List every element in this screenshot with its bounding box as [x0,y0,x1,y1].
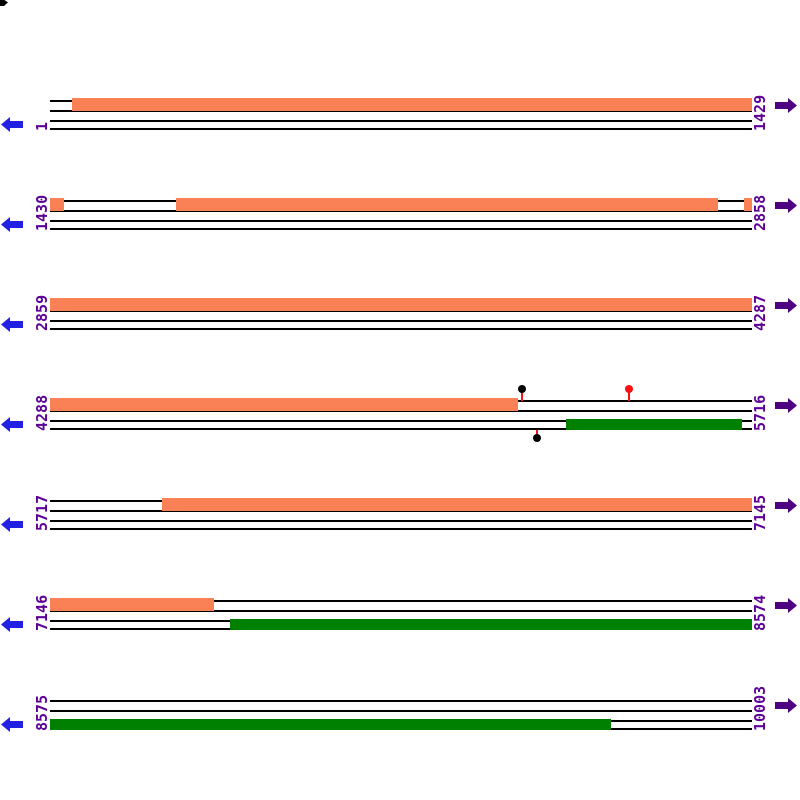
strand-line [50,220,752,222]
strand-line [50,410,752,412]
marker-dot[interactable] [517,385,526,393]
scroll-left-icon[interactable] [1,617,23,632]
segment-start-coordinate: 7146 [33,594,51,631]
forward-feature-segment[interactable] [71,98,752,111]
sequence-track [50,198,752,230]
scroll-right-icon[interactable] [775,398,797,413]
segment-start-coordinate: 8575 [33,694,51,731]
segment-end-coordinate: 2858 [751,194,769,231]
strand-line [50,210,752,212]
segment-start-coordinate: 2859 [33,294,51,331]
forward-feature-segment[interactable] [50,398,519,411]
scroll-right-icon[interactable] [775,298,797,313]
sequence-track [50,385,752,442]
marker-dot[interactable] [533,434,542,442]
forward-feature-segment[interactable] [175,198,719,211]
segment-end-coordinate: 1429 [751,94,769,131]
strand-line [50,320,752,322]
strand-line [50,710,752,712]
marker-stem [520,392,523,401]
segment-start-coordinate: 1 [33,121,51,131]
strand-line [50,128,752,130]
strand-line [50,510,752,512]
segment-end-coordinate: 10003 [751,685,769,731]
forward-feature-segment[interactable] [50,598,215,611]
sequence-track [50,98,752,130]
strand-line [50,110,752,112]
segment-start-coordinate: 1430 [33,194,51,231]
strand-line [50,528,752,530]
cursor-fragment [0,0,8,6]
forward-feature-segment[interactable] [50,298,752,311]
segment-end-coordinate: 8574 [751,594,769,631]
reverse-feature-segment[interactable] [50,719,611,730]
sequence-track [50,598,752,630]
strand-line [50,700,752,702]
strand-line [50,310,752,312]
scroll-right-icon[interactable] [775,98,797,113]
marker-stem [536,430,539,437]
reverse-feature-segment[interactable] [565,419,743,430]
segment-end-coordinate: 4287 [751,294,769,331]
scroll-right-icon[interactable] [775,198,797,213]
strand-line [50,428,752,430]
marker-dot[interactable] [625,385,634,393]
sequence-track [50,298,752,330]
scroll-left-icon[interactable] [1,717,23,732]
scroll-left-icon[interactable] [1,417,23,432]
segment-end-coordinate: 5716 [751,394,769,431]
strand-line [50,328,752,330]
marker-stem [628,392,631,401]
sequence-track [50,700,752,730]
sequence-track [50,498,752,530]
scroll-left-icon[interactable] [1,117,23,132]
strand-line [50,420,752,422]
reverse-feature-segment[interactable] [229,619,752,630]
scroll-right-icon[interactable] [775,498,797,513]
scroll-right-icon[interactable] [775,598,797,613]
segment-start-coordinate: 5717 [33,494,51,531]
scroll-left-icon[interactable] [1,217,23,232]
scroll-right-icon[interactable] [775,698,797,713]
forward-feature-segment[interactable] [744,198,752,211]
strand-line [50,610,752,612]
scroll-left-icon[interactable] [1,317,23,332]
scroll-left-icon[interactable] [1,517,23,532]
strand-line [50,228,752,230]
forward-feature-segment[interactable] [50,198,65,211]
segment-start-coordinate: 4288 [33,394,51,431]
strand-line [50,520,752,522]
strand-line [50,600,752,602]
forward-feature-segment[interactable] [162,498,752,511]
strand-line [50,120,752,122]
segment-end-coordinate: 7145 [751,494,769,531]
